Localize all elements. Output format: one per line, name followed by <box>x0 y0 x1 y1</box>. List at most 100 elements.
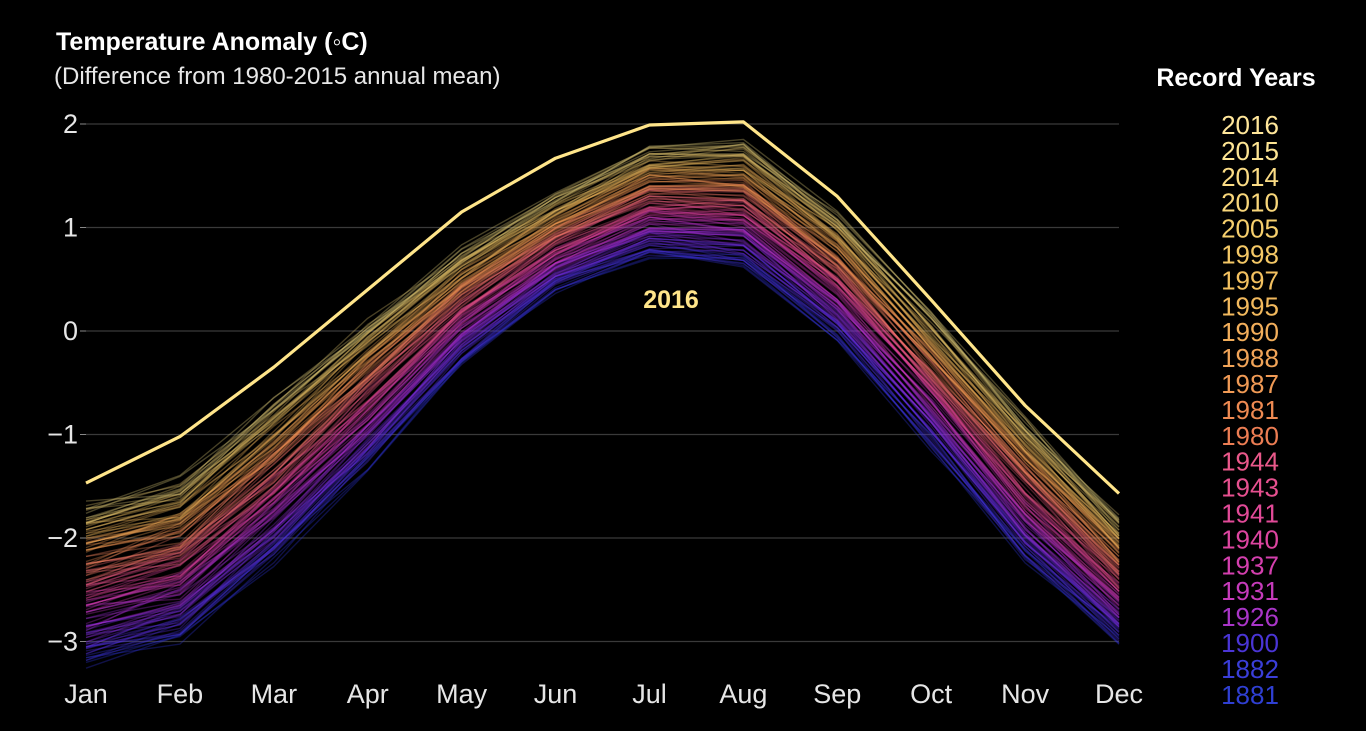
year-line <box>85 228 1120 628</box>
legend-item: 1990 <box>1221 317 1279 347</box>
year-line <box>85 209 1120 613</box>
year-line <box>85 251 1120 650</box>
year-line <box>85 166 1120 551</box>
legend-item: 1941 <box>1221 499 1279 529</box>
year-line <box>85 153 1120 536</box>
year-line <box>85 210 1120 600</box>
year-line <box>85 195 1120 593</box>
year-line <box>85 242 1120 631</box>
legend-item: 1881 <box>1221 680 1279 710</box>
year-line <box>85 187 1120 567</box>
year-line <box>85 197 1120 587</box>
year-line <box>85 153 1120 544</box>
y-axis: 2 1 0 −1 −2 −3 <box>47 109 86 657</box>
year-line <box>85 189 1120 573</box>
legend-item: 1988 <box>1221 343 1279 373</box>
chart-title: Temperature Anomaly (◦C) <box>56 28 368 56</box>
year-line <box>85 166 1120 546</box>
year-line <box>85 155 1120 540</box>
year-line <box>85 184 1120 563</box>
year-line <box>85 141 1120 519</box>
year-line <box>85 235 1120 639</box>
year-line <box>85 212 1120 599</box>
legend-item: 2010 <box>1221 188 1279 218</box>
x-tick-label: Jan <box>64 679 108 709</box>
year-line <box>85 229 1120 636</box>
year-line <box>85 204 1120 590</box>
year-line <box>85 210 1120 607</box>
year-line <box>85 248 1120 669</box>
year-line <box>85 173 1120 563</box>
year-line <box>85 180 1120 552</box>
year-line <box>85 202 1120 574</box>
year-line <box>85 152 1120 537</box>
year-line <box>85 167 1120 550</box>
year-line <box>85 228 1120 620</box>
legend: 2016201520142010200519981997199519901988… <box>1221 110 1279 710</box>
year-line <box>85 193 1120 577</box>
year-line <box>85 146 1120 531</box>
legend-item: 1937 <box>1221 550 1279 580</box>
legend-item: 1943 <box>1221 473 1279 503</box>
year-line <box>85 183 1120 566</box>
year-line <box>85 198 1120 568</box>
year-line <box>85 206 1120 607</box>
year-line <box>85 152 1120 524</box>
legend-item: 1926 <box>1221 602 1279 632</box>
year-line <box>85 159 1120 537</box>
year-line <box>85 244 1120 650</box>
year-line <box>85 146 1120 528</box>
year-line <box>85 155 1120 525</box>
year-line <box>85 168 1120 554</box>
year-line <box>85 145 1120 523</box>
year-line <box>85 172 1120 549</box>
legend-item: 1931 <box>1221 576 1279 606</box>
year-line <box>85 218 1120 611</box>
highlight-series-line <box>85 120 1121 495</box>
year-line <box>85 226 1120 632</box>
legend-item: 1981 <box>1221 395 1279 425</box>
year-line <box>85 239 1120 649</box>
year-line <box>85 237 1120 655</box>
gridlines <box>86 123 1119 643</box>
year-line <box>85 195 1120 585</box>
year-line <box>85 154 1120 524</box>
year-line <box>85 250 1120 659</box>
year-line <box>85 143 1120 534</box>
year-line <box>85 160 1120 549</box>
legend-item: 1980 <box>1221 421 1279 451</box>
year-line <box>85 153 1120 525</box>
legend-item: 1944 <box>1221 447 1279 477</box>
year-line <box>85 244 1120 636</box>
year-line <box>85 165 1120 539</box>
year-line <box>85 177 1120 553</box>
legend-item: 2014 <box>1221 162 1279 192</box>
year-line <box>85 195 1120 581</box>
legend-item: 1995 <box>1221 291 1279 321</box>
y-tick-label: 1 <box>63 213 78 243</box>
year-line <box>85 229 1120 639</box>
legend-item: 1997 <box>1221 265 1279 295</box>
y-tick-label: 0 <box>63 316 78 346</box>
year-line <box>85 240 1120 627</box>
year-line <box>85 199 1120 576</box>
year-line <box>85 188 1120 575</box>
x-tick-label: Aug <box>719 679 767 709</box>
year-line <box>85 148 1120 531</box>
legend-item: 1900 <box>1221 628 1279 658</box>
year-line <box>85 182 1120 570</box>
year-line <box>85 174 1120 562</box>
x-tick-label: Jun <box>534 679 578 709</box>
x-tick-label: Sep <box>813 679 861 709</box>
year-line <box>85 230 1120 634</box>
year-line <box>85 233 1120 627</box>
year-line <box>85 222 1120 615</box>
year-line <box>85 174 1120 545</box>
highlight-annotation: 2016 <box>643 286 699 314</box>
year-line <box>85 228 1120 625</box>
year-line <box>85 207 1120 592</box>
year-line <box>85 202 1120 599</box>
year-line <box>85 237 1120 648</box>
